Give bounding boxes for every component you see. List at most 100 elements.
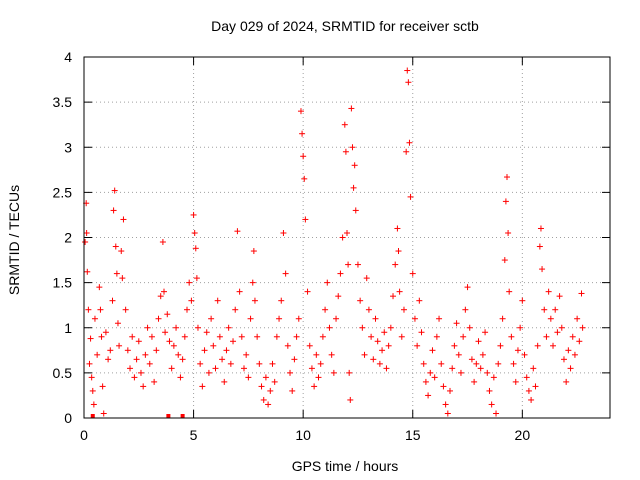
data-point <box>245 374 252 381</box>
data-point <box>372 315 379 322</box>
data-point <box>409 270 416 277</box>
data-point <box>475 338 482 345</box>
data-point <box>258 383 265 390</box>
data-point <box>214 297 221 304</box>
data-point <box>173 324 180 331</box>
data-point <box>85 306 92 313</box>
data-point <box>160 288 167 295</box>
data-point <box>223 347 230 354</box>
data-point <box>563 378 570 385</box>
data-point <box>442 401 449 408</box>
x-tick-label: 0 <box>80 427 88 443</box>
data-point <box>99 383 106 390</box>
data-point <box>311 383 318 390</box>
data-point <box>203 329 210 336</box>
data-point <box>254 333 261 340</box>
data-point <box>82 239 89 246</box>
data-point <box>453 320 460 327</box>
data-point <box>273 333 280 340</box>
data-point <box>284 342 291 349</box>
data-point <box>335 293 342 300</box>
data-point <box>278 297 285 304</box>
data-point <box>349 144 356 151</box>
y-tick-label: 3.5 <box>53 94 73 110</box>
data-point <box>482 329 489 336</box>
data-point <box>84 268 91 275</box>
data-point <box>525 387 532 394</box>
data-point <box>508 333 515 340</box>
data-point <box>411 315 418 322</box>
data-point <box>406 139 413 146</box>
data-point <box>425 392 432 399</box>
data-point <box>341 121 348 128</box>
data-point <box>94 351 101 358</box>
data-point <box>466 324 473 331</box>
data-point <box>181 333 188 340</box>
data-point <box>479 351 486 358</box>
data-point <box>534 342 541 349</box>
data-point <box>210 342 217 349</box>
data-point <box>155 315 162 322</box>
data-point <box>464 284 471 291</box>
data-point <box>347 396 354 403</box>
data-point <box>287 369 294 376</box>
data-point <box>153 347 160 354</box>
data-point <box>503 174 510 181</box>
data-point <box>449 365 456 372</box>
data-point <box>221 378 228 385</box>
data-point <box>91 315 98 322</box>
x-tick-label: 10 <box>295 427 311 443</box>
data-point <box>282 270 289 277</box>
data-point <box>86 360 93 367</box>
data-point <box>98 333 105 340</box>
data-point <box>112 243 119 250</box>
data-point <box>392 261 399 268</box>
data-points <box>82 67 586 418</box>
data-point <box>199 383 206 390</box>
data-point <box>162 329 169 336</box>
y-tick-label: 1 <box>64 320 72 336</box>
axis-ticks: 0 0.5 1 1.5 2 2.5 3 3.5 4 0 5 10 15 20 <box>53 49 610 443</box>
data-point <box>267 387 274 394</box>
data-point <box>370 356 377 363</box>
data-point <box>429 347 436 354</box>
data-point <box>129 333 136 340</box>
y-tick-label: 2.5 <box>53 184 73 200</box>
data-point <box>576 338 583 345</box>
data-point <box>249 279 256 286</box>
data-point <box>488 401 495 408</box>
data-point <box>387 324 394 331</box>
data-point <box>102 329 109 336</box>
data-point <box>118 248 125 255</box>
data-point <box>528 396 535 403</box>
data-point <box>444 410 451 417</box>
data-point <box>243 351 250 358</box>
data-point <box>144 324 151 331</box>
data-point <box>337 270 344 277</box>
data-point <box>381 329 388 336</box>
data-point <box>113 270 120 277</box>
data-point <box>477 365 484 372</box>
data-point <box>297 108 304 115</box>
data-point <box>110 207 117 214</box>
data-point <box>440 383 447 390</box>
x-axis-label: GPS time / hours <box>292 458 399 474</box>
data-point <box>342 148 349 155</box>
data-point <box>368 333 375 340</box>
data-point <box>87 335 94 342</box>
data-point <box>495 360 502 367</box>
data-point <box>414 342 421 349</box>
data-point <box>490 374 497 381</box>
data-point <box>383 365 390 372</box>
data-point <box>127 365 134 372</box>
data-point <box>212 365 219 372</box>
data-point <box>351 162 358 169</box>
data-point <box>436 315 443 322</box>
y-tick-label: 2 <box>64 230 72 246</box>
data-point <box>276 315 283 322</box>
data-point <box>431 374 438 381</box>
data-point <box>135 338 142 345</box>
data-point <box>512 378 519 385</box>
data-point <box>357 297 364 304</box>
